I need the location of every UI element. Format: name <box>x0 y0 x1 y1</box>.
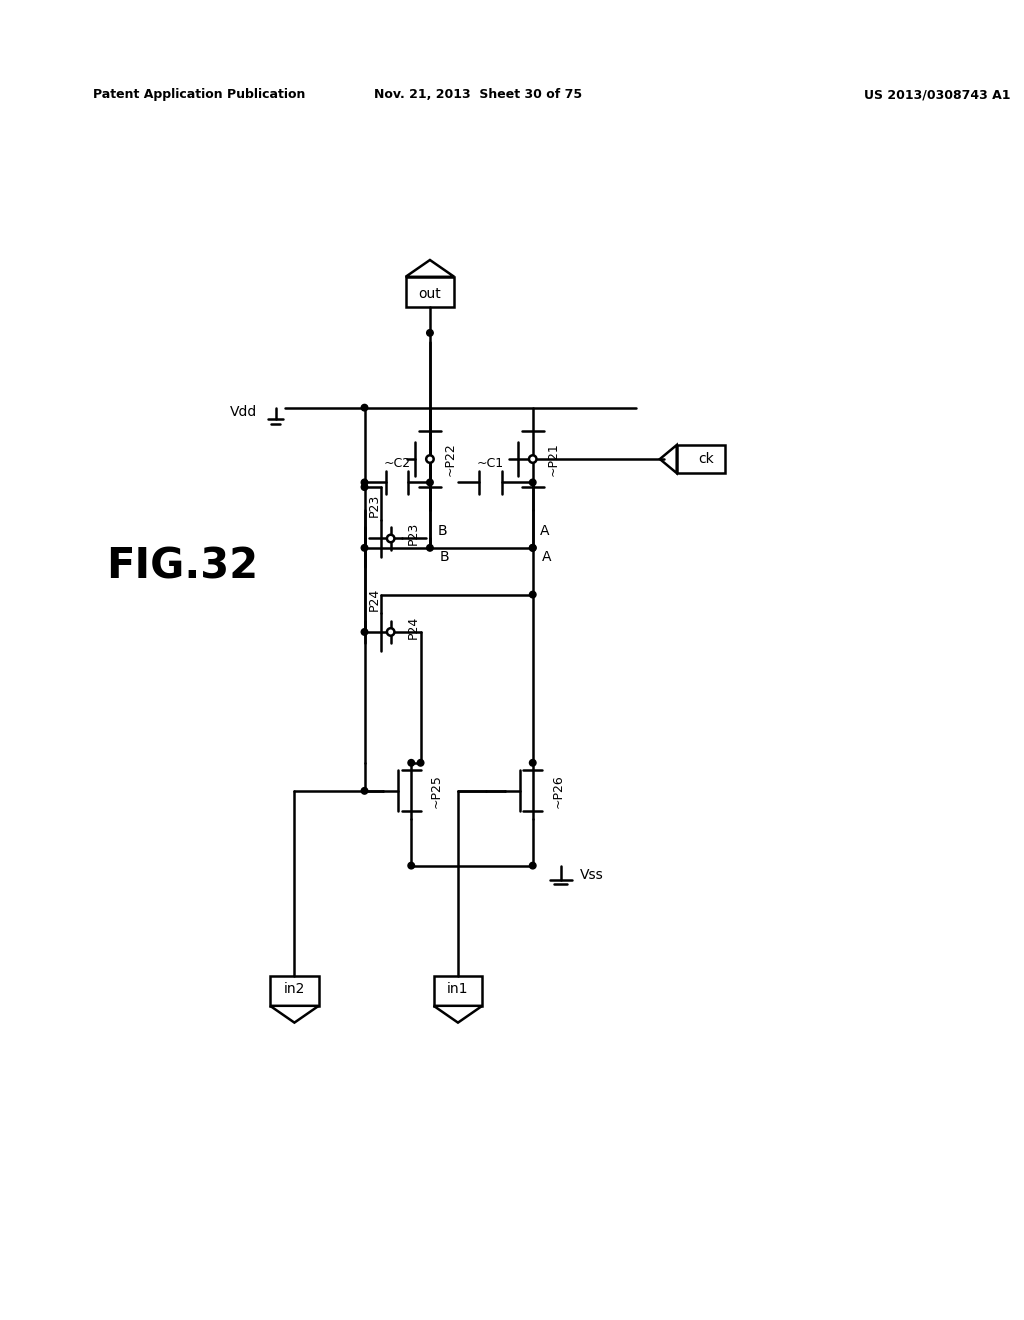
Text: FIG.32: FIG.32 <box>106 545 258 587</box>
Circle shape <box>361 788 368 795</box>
Bar <box>270 975 318 1006</box>
Circle shape <box>426 455 434 463</box>
Circle shape <box>529 479 536 486</box>
Text: out: out <box>419 286 441 301</box>
Text: in1: in1 <box>447 982 469 997</box>
Circle shape <box>529 545 536 552</box>
Circle shape <box>529 545 536 552</box>
Polygon shape <box>270 1006 318 1023</box>
Circle shape <box>361 545 368 552</box>
Text: ck: ck <box>697 451 714 466</box>
Circle shape <box>529 862 536 869</box>
Text: P24: P24 <box>407 615 420 639</box>
Text: ~P22: ~P22 <box>444 442 457 477</box>
Circle shape <box>529 591 536 598</box>
Bar <box>406 277 455 306</box>
Text: Vdd: Vdd <box>229 405 257 420</box>
Text: A: A <box>542 550 552 564</box>
Circle shape <box>529 759 536 766</box>
Circle shape <box>361 479 368 486</box>
Circle shape <box>427 545 433 552</box>
Text: P23: P23 <box>407 523 420 545</box>
Polygon shape <box>659 445 677 473</box>
Text: Vss: Vss <box>580 869 603 882</box>
Circle shape <box>408 759 415 766</box>
Text: ~C2: ~C2 <box>384 457 411 470</box>
Circle shape <box>427 330 433 337</box>
Text: P24: P24 <box>368 587 380 611</box>
Circle shape <box>529 455 537 463</box>
Text: Nov. 21, 2013  Sheet 30 of 75: Nov. 21, 2013 Sheet 30 of 75 <box>375 88 583 102</box>
Circle shape <box>361 484 368 490</box>
Circle shape <box>418 759 424 766</box>
Circle shape <box>361 628 368 635</box>
Text: ~P25: ~P25 <box>430 774 443 808</box>
Text: in2: in2 <box>284 982 305 997</box>
Bar <box>434 975 482 1006</box>
Polygon shape <box>406 260 455 277</box>
Text: A: A <box>541 524 550 539</box>
Text: ~P21: ~P21 <box>547 442 560 477</box>
Circle shape <box>361 404 368 411</box>
Text: B: B <box>437 524 447 539</box>
Text: Patent Application Publication: Patent Application Publication <box>93 88 306 102</box>
Bar <box>677 445 725 473</box>
Circle shape <box>408 862 415 869</box>
Polygon shape <box>434 1006 482 1023</box>
Text: P23: P23 <box>368 494 380 517</box>
Text: B: B <box>439 550 449 564</box>
Text: ~C1: ~C1 <box>477 457 504 470</box>
Circle shape <box>387 628 394 636</box>
Text: ~P26: ~P26 <box>552 774 564 808</box>
Circle shape <box>427 479 433 486</box>
Circle shape <box>387 535 394 543</box>
Text: US 2013/0308743 A1: US 2013/0308743 A1 <box>863 88 1010 102</box>
